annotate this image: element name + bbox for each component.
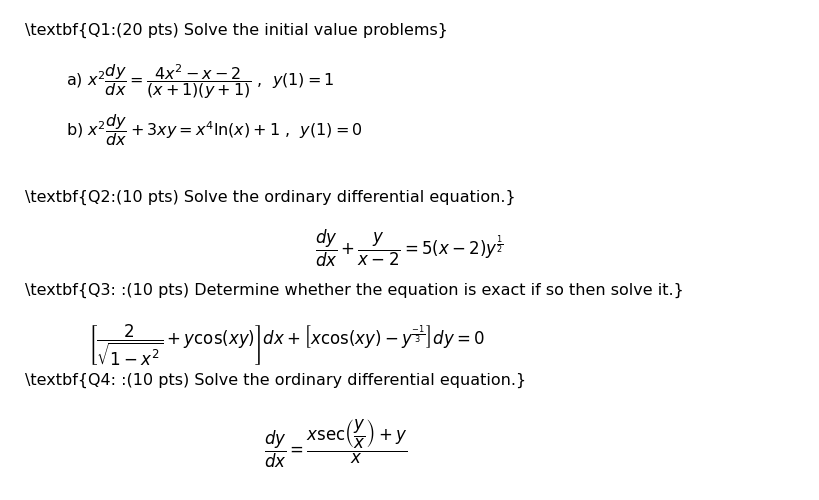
Text: b) $x^2 \dfrac{dy}{dx} + 3xy = x^4 \ln(x) + 1$ ,  $y(1) = 0$: b) $x^2 \dfrac{dy}{dx} + 3xy = x^4 \ln(x… — [66, 112, 362, 148]
Text: a) $x^2 \dfrac{dy}{dx} = \dfrac{4x^2-x-2}{(x+1)(y+1)}$ ,  $y(1) = 1$: a) $x^2 \dfrac{dy}{dx} = \dfrac{4x^2-x-2… — [66, 62, 334, 102]
Text: \textbf{Q2:(10 pts) Solve the ordinary differential equation.}: \textbf{Q2:(10 pts) Solve the ordinary d… — [25, 190, 515, 205]
Text: \textbf{Q4: :(10 pts) Solve the ordinary differential equation.}: \textbf{Q4: :(10 pts) Solve the ordinary… — [25, 372, 526, 388]
Text: \textbf{Q1:(20 pts) Solve the initial value problems}: \textbf{Q1:(20 pts) Solve the initial va… — [25, 22, 447, 38]
Text: \textbf{Q3: :(10 pts) Determine whether the equation is exact if so then solve i: \textbf{Q3: :(10 pts) Determine whether … — [25, 282, 683, 298]
Text: $\left[\dfrac{2}{\sqrt{1-x^2}} + y\cos(xy)\right]dx + \left[x\cos(xy) - y^{\frac: $\left[\dfrac{2}{\sqrt{1-x^2}} + y\cos(x… — [88, 322, 485, 368]
Text: $\dfrac{dy}{dx} + \dfrac{y}{x-2} = 5(x-2)y^{\frac{1}{2}}$: $\dfrac{dy}{dx} + \dfrac{y}{x-2} = 5(x-2… — [315, 228, 504, 268]
Text: $\dfrac{dy}{dx} = \dfrac{x\sec\!\left(\dfrac{y}{x}\right)+y}{x}$: $\dfrac{dy}{dx} = \dfrac{x\sec\!\left(\d… — [264, 418, 408, 470]
